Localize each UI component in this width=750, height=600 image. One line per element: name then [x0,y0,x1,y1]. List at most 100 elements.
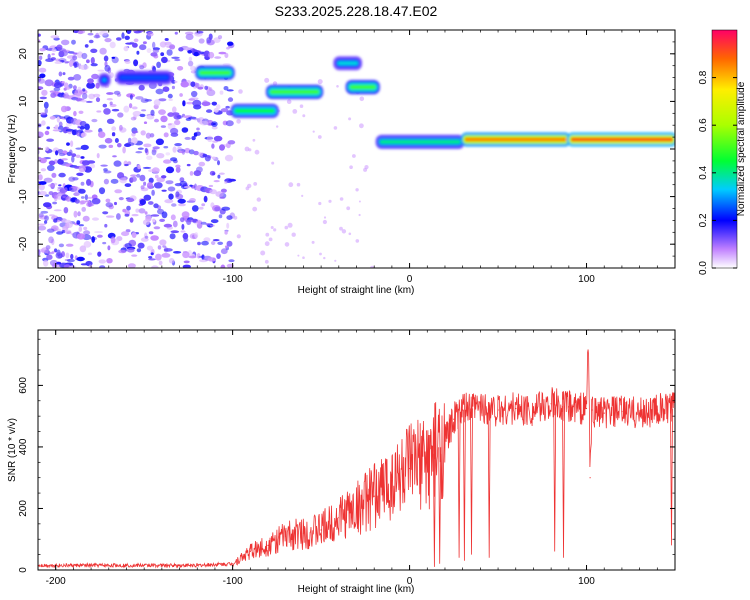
noise-speckle [166,49,173,56]
snr-data-point [656,409,658,411]
noise-speckle [54,61,63,64]
noise-speckle [182,232,189,240]
noise-speckle [213,135,223,142]
noise-speckle [98,131,106,138]
noise-speckle [103,108,111,115]
noise-speckle [146,182,154,189]
noise-speckle [79,245,87,253]
noise-speckle [359,123,364,129]
noise-speckle [355,239,360,243]
noise-speckle [196,30,204,34]
noise-speckle [86,59,90,64]
noise-speckle [172,106,177,113]
snr-data-point [90,564,92,567]
snr-data-point [550,403,552,405]
spectrogram-x-tick-label: 0 [407,274,413,285]
noise-speckle [131,106,138,110]
colorbar: 0.0 0.2 0.4 0.6 0.8 Normalized spectral ampl… [698,29,747,275]
snr-data-point [302,532,304,534]
noise-speckle [46,138,54,142]
snr-data-point [589,477,591,479]
snr-y-axis-label: SNR (10 * v/v) [7,418,18,482]
noise-speckle [207,257,217,262]
noise-speckle [150,109,155,116]
noise-speckle [180,230,186,233]
noise-speckle [78,165,87,173]
noise-speckle [53,218,58,223]
noise-speckle [141,109,147,112]
noise-speckle [133,30,142,34]
noise-speckle [46,251,55,255]
noise-speckle [90,48,98,53]
noise-speckle [144,147,148,154]
noise-speckle [137,164,141,170]
noise-speckle [61,81,65,84]
noise-speckle [156,61,162,68]
noise-speckle [130,116,137,121]
noise-speckle [122,146,126,154]
noise-speckle [139,113,146,118]
noise-speckle [181,127,189,133]
noise-speckle [188,255,197,259]
noise-speckle [185,117,192,121]
noise-speckle [80,196,85,199]
noise-speckle [359,96,365,102]
noise-speckle [44,194,50,197]
noise-speckle [244,146,250,152]
noise-speckle [188,56,193,62]
noise-speckle [77,30,84,35]
noise-speckle [97,69,105,72]
noise-speckle [346,206,351,211]
noise-speckle [143,181,147,186]
noise-speckle [87,32,94,36]
noise-speckle [95,82,100,89]
noise-speckle [245,186,250,191]
snr-data-point [603,412,605,414]
noise-speckle [200,221,207,225]
noise-speckle [58,121,63,128]
noise-speckle [179,180,188,187]
noise-speckle [144,211,148,215]
snr-data-point [267,544,269,547]
noise-speckle [339,197,344,201]
noise-speckle [39,73,46,79]
noise-speckle [191,205,199,212]
noise-speckle [124,183,132,188]
noise-speckle [68,176,76,182]
noise-speckle [211,241,216,245]
noise-speckle [76,233,86,240]
noise-speckle [179,93,183,97]
noise-speckle [220,264,226,268]
noise-speckle [154,174,159,179]
noise-speckle [106,98,113,101]
noise-speckle [41,89,48,96]
noise-speckle [352,154,356,158]
noise-speckle [126,248,135,253]
noise-speckle [143,121,148,124]
noise-speckle [155,138,164,146]
noise-speckle [158,98,167,102]
noise-speckle [198,206,204,210]
noise-speckle [174,58,181,62]
noise-speckle [151,149,157,156]
noise-speckle [48,191,54,196]
noise-speckle [155,88,164,95]
noise-speckle [102,103,108,108]
noise-speckle [180,217,185,223]
noise-speckle [154,118,159,123]
noise-speckle [45,146,49,152]
snr-data-point [373,495,375,497]
noise-speckle [227,140,236,145]
noise-speckle [56,261,62,265]
noise-speckle [184,31,194,35]
noise-speckle [190,70,196,74]
noise-speckle [69,149,73,156]
noise-speckle [135,96,144,100]
noise-speckle [76,220,81,225]
noise-speckle [123,105,130,113]
noise-speckle [43,177,53,183]
noise-speckle [150,52,158,57]
noise-speckle [53,194,58,202]
noise-speckle [60,39,70,46]
noise-speckle [111,132,116,137]
